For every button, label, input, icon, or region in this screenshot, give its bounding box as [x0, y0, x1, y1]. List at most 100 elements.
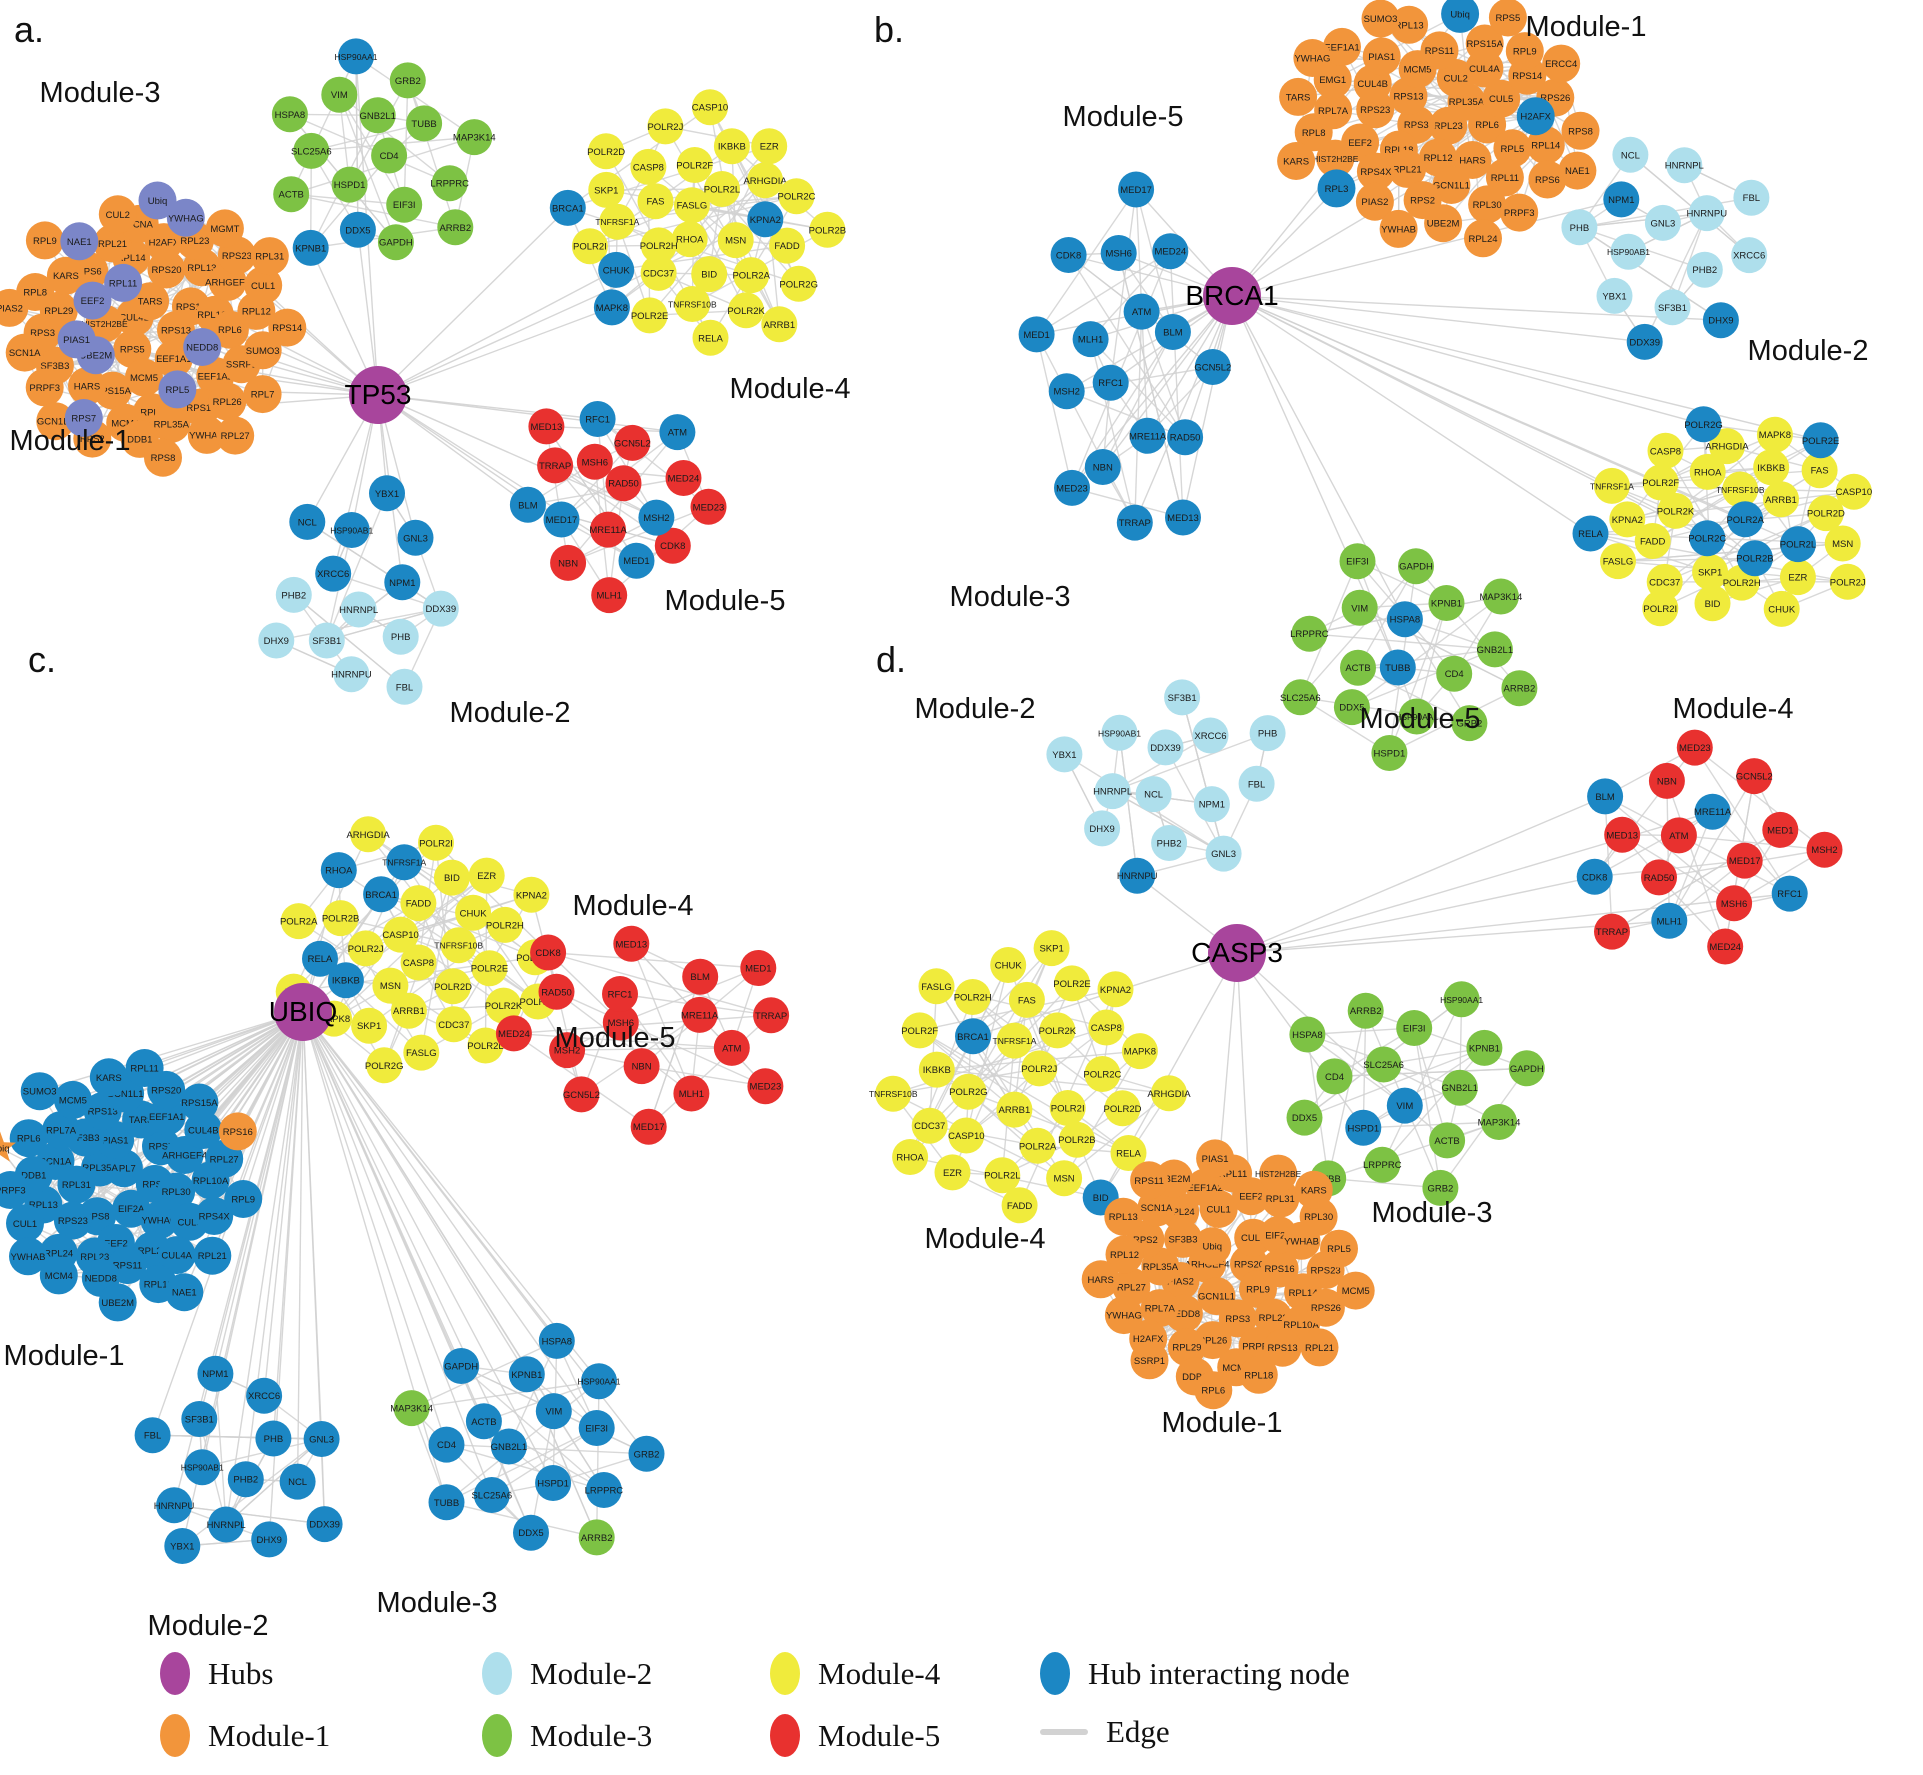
node-chuk: CHUK: [1763, 590, 1800, 627]
edge: [547, 951, 772, 1016]
node-cdc37: CDC37: [640, 254, 677, 291]
node-label: RPS16: [1265, 1264, 1295, 1275]
node-circle: [996, 1091, 1033, 1128]
node-gcn5l2: GCN5L2: [1736, 758, 1773, 795]
edge: [446, 1443, 647, 1455]
node-rpl6: RPL6: [210, 310, 249, 349]
node-circle: [513, 1514, 549, 1551]
color-swatch: [160, 1714, 190, 1757]
node-circle: [769, 227, 806, 264]
node-polr2k: POLR2K: [1039, 1012, 1077, 1049]
node-label: GRB2: [1456, 719, 1482, 730]
node-circle: [1771, 875, 1808, 912]
node-rpl7a: RPL7A: [42, 1111, 81, 1150]
node-atm: ATM: [1660, 817, 1697, 854]
node-arhgdia: ARHGDIA: [1147, 1075, 1191, 1112]
node-label: RPL24: [1468, 234, 1497, 245]
node-label: RPL7: [112, 1164, 136, 1175]
node-circle: [537, 447, 574, 484]
node-label: MSH6: [608, 1018, 634, 1029]
node-label: DDB1: [127, 434, 152, 445]
hub-edge: [377, 207, 569, 396]
node-casp10: CASP10: [382, 916, 419, 953]
hub-edge: [1231, 295, 1591, 535]
node-circle: [549, 1032, 586, 1069]
node-circle: [227, 1461, 264, 1498]
module-label-module-3: Module-3: [950, 581, 1071, 613]
node-nbn: NBN: [1084, 449, 1121, 485]
node-circle: [1689, 453, 1726, 490]
node-rpl35a: RPL35A: [152, 404, 191, 443]
node-rhoa: RHOA: [671, 221, 708, 258]
node-circle: [1644, 204, 1681, 241]
node-circle: [1420, 31, 1459, 70]
node-circle: [435, 968, 471, 1005]
node-label: DDX5: [1339, 703, 1364, 714]
node-label: HSPA8: [1292, 1030, 1322, 1041]
node-circle: [350, 816, 387, 853]
node-circle: [778, 178, 815, 215]
node-label: RPL35A: [1143, 1262, 1179, 1273]
node-circle: [303, 1421, 340, 1457]
node-rpl8: RPL8: [1294, 113, 1333, 152]
node-circle: [195, 1197, 234, 1235]
node-circle: [1422, 1169, 1459, 1206]
node-circle: [389, 62, 426, 99]
node-hspd1: HSPD1: [331, 166, 368, 203]
edge: [548, 951, 759, 969]
node-kpnb1: KPNB1: [292, 229, 329, 266]
node-circle: [550, 544, 587, 581]
node-med23: MED23: [690, 488, 727, 525]
node-rhoa: RHOA: [1689, 453, 1726, 490]
node-gnl3: GNL3: [1644, 204, 1681, 241]
node-circle: [1647, 432, 1684, 469]
color-swatch: [482, 1652, 512, 1695]
edge: [1678, 834, 1825, 851]
node-circle: [1164, 1219, 1202, 1258]
node-med1: MED1: [1762, 811, 1799, 848]
node-circle: [371, 137, 408, 174]
node-label: TRRAP: [755, 1011, 787, 1022]
node-label: MED17: [546, 515, 578, 526]
node-circle: [363, 876, 400, 913]
hub-edge: [39, 1011, 304, 1092]
hub-edge: [302, 1011, 493, 1496]
edge: [1668, 811, 1714, 922]
node-label: SKP1: [1039, 944, 1063, 955]
node-circle: [640, 227, 677, 264]
node-kpnb1: KPNB1: [508, 1356, 545, 1393]
edge: [1334, 1067, 1527, 1078]
node-ywhag: YWHAG: [140, 1201, 179, 1239]
node-label: ATM: [722, 1043, 741, 1054]
node-circle: [576, 443, 613, 480]
node-hnrnpu: HNRNPU: [1686, 195, 1727, 232]
node-label: CD4: [437, 1440, 456, 1451]
node-label: GCN5L2: [1194, 363, 1231, 374]
node-circle: [578, 1519, 615, 1556]
node-circle: [1316, 1058, 1353, 1095]
node-circle: [104, 263, 143, 302]
node-polr2e: POLR2E: [471, 950, 508, 987]
edge: [1327, 1010, 1367, 1179]
node-mlh1: MLH1: [1072, 321, 1109, 358]
node-label: RPS11: [186, 403, 215, 414]
node-circle: [1186, 1168, 1225, 1207]
node-circle: [289, 503, 326, 540]
node-circle: [400, 944, 437, 981]
node-dhx9: DHX9: [258, 622, 295, 659]
node-label: CASP10: [1836, 487, 1872, 498]
node-fas: FAS: [1008, 981, 1045, 1018]
legend-item-module-2: Module-2: [482, 1652, 652, 1695]
node-label: CHUK: [460, 908, 488, 919]
node-circle: [1779, 559, 1816, 596]
node-msh6: MSH6: [1100, 235, 1137, 271]
node-circle: [403, 1034, 440, 1071]
node-circle: [1196, 1139, 1235, 1178]
edge: [1299, 560, 1359, 698]
node-label: GNL3: [403, 533, 428, 544]
node-npm1: NPM1: [384, 564, 421, 601]
node-trrap: TRRAP: [753, 997, 790, 1034]
node-label: CUL1: [251, 281, 275, 292]
hub-circle: [1203, 267, 1261, 325]
node-tnfrsf1a: TNFRSF1A: [993, 1022, 1037, 1059]
